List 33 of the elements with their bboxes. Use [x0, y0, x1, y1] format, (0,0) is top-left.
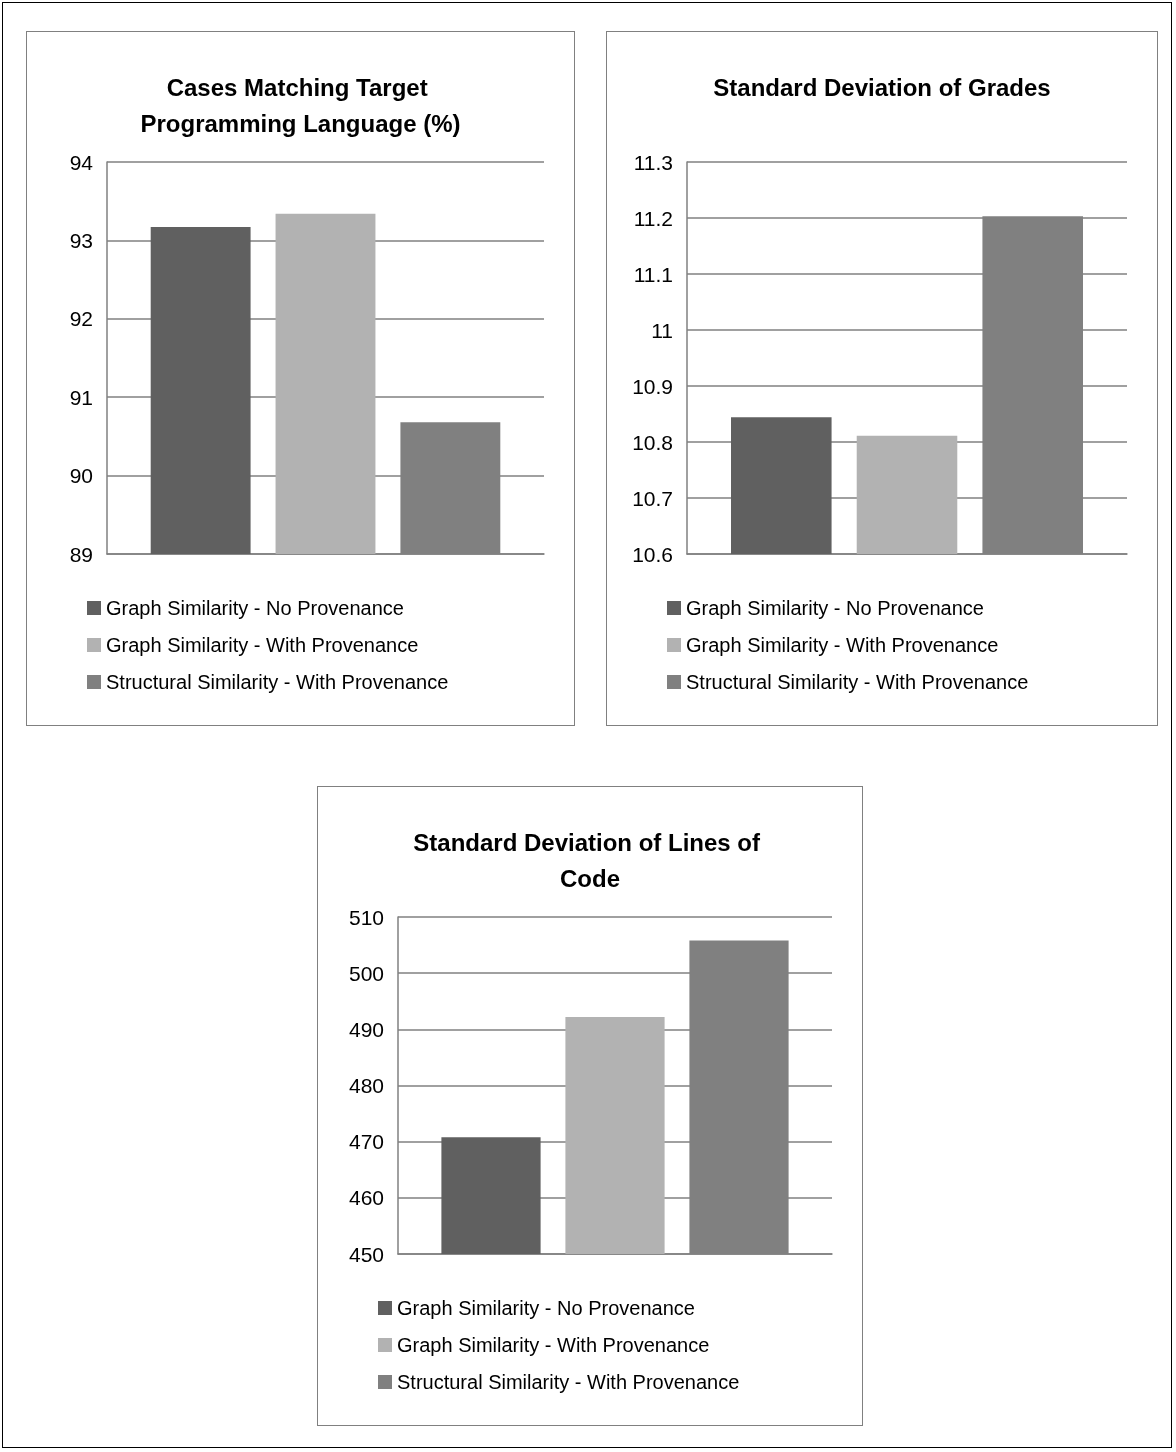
y-tick-label: 89 [69, 542, 93, 566]
y-tick-label: 11 [651, 318, 673, 342]
y-tick-label: 460 [348, 1186, 384, 1210]
y-tick-label: 10.6 [632, 542, 673, 566]
y-tick-label: 11.1 [633, 262, 673, 286]
y-tick-label: 11.2 [633, 206, 673, 230]
y-tick-label: 490 [348, 1017, 384, 1041]
legend-label: Graph Similarity - With Provenance [397, 1334, 710, 1356]
y-tick-label: 450 [348, 1242, 384, 1266]
y-tick-label: 500 [348, 961, 384, 985]
legend-label: Graph Similarity - No Provenance [106, 597, 404, 619]
y-tick-label: 94 [69, 150, 94, 174]
legend-label: Graph Similarity - No Provenance [397, 1297, 695, 1319]
legend-label: Graph Similarity - No Provenance [686, 597, 984, 619]
legend-label: Graph Similarity - With Provenance [686, 634, 999, 656]
chart-title: Standard Deviation of Grades [713, 73, 1051, 101]
y-tick-label: 93 [69, 228, 93, 252]
y-tick-label: 11.3 [633, 150, 673, 174]
y-tick-label: 10.9 [632, 374, 673, 398]
y-tick-label: 10.7 [632, 486, 673, 510]
legend-label: Graph Similarity - With Provenance [106, 634, 419, 656]
chart-title: Standard Deviation of Lines of Code [413, 828, 767, 892]
y-tick-label: 92 [69, 307, 93, 331]
y-tick-label: 91 [69, 385, 93, 409]
y-tick-label: 90 [69, 464, 93, 488]
y-tick-label: 470 [348, 1130, 384, 1154]
chart-title: Cases Matching Target Programming Language (%) [140, 73, 461, 137]
legend-label: Structural Similarity - With Provenance [106, 671, 449, 693]
y-tick-label: 480 [348, 1074, 384, 1097]
y-tick-label: 510 [348, 905, 384, 929]
legend-label: Structural Similarity - With Provenance [686, 671, 1029, 693]
y-tick-label: 10.8 [632, 430, 673, 454]
legend-label: Structural Similarity - With Provenance [397, 1371, 740, 1393]
